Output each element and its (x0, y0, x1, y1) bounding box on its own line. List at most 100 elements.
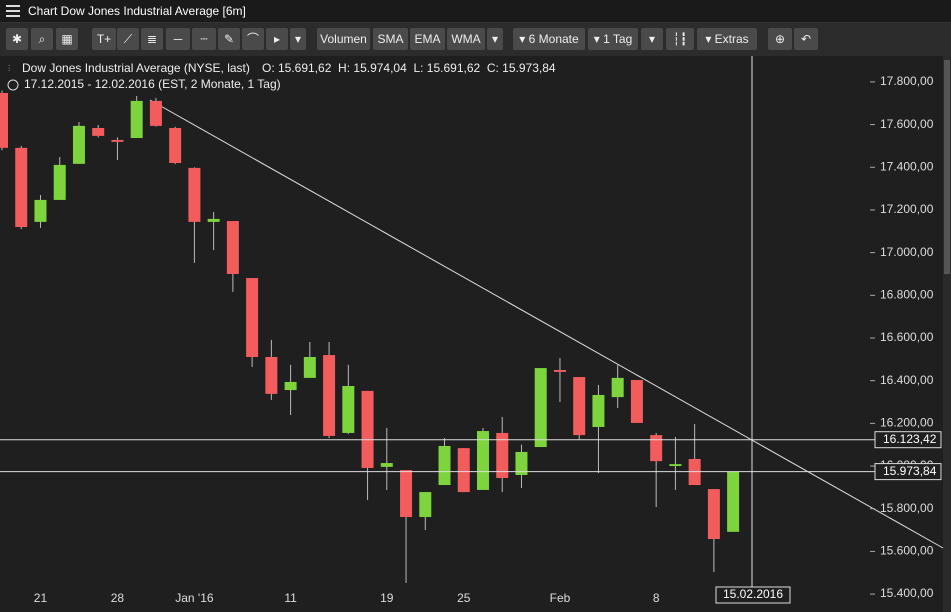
candle-body (0, 92, 8, 148)
y-tick-label: 15.800,00 (880, 501, 934, 515)
x-tick-label: Feb (550, 591, 571, 605)
zoom-button[interactable]: ⊕ (768, 28, 792, 50)
x-tick-label: 8 (653, 591, 660, 605)
line-tool[interactable]: ⟋ (117, 28, 139, 50)
interval: 1 Tag (603, 32, 633, 46)
ray-tool[interactable]: ┄ (192, 28, 216, 50)
y-tick-label: 17.600,00 (880, 117, 934, 131)
y-tick-label: 16.600,00 (880, 330, 934, 344)
candle-body (419, 492, 432, 518)
text-tool[interactable]: T+ (92, 28, 116, 50)
candle-body (149, 100, 162, 126)
candle-body (573, 377, 586, 436)
price-label: 16.123,42 (883, 432, 937, 446)
search-button[interactable]: ⌕ (31, 28, 53, 50)
y-tick-label: 16.800,00 (880, 287, 934, 301)
candle-body (265, 356, 278, 394)
candle-body (669, 464, 682, 467)
y-tick-label: 17.000,00 (880, 245, 934, 259)
candle-body (72, 125, 85, 164)
hline-tool[interactable]: ─ (166, 28, 190, 50)
candle-body (650, 435, 663, 462)
candle-body (303, 356, 316, 378)
candle-body (188, 167, 201, 222)
chart-type-button[interactable]: ┆┇ (666, 28, 694, 50)
y-tick-label: 16.400,00 (880, 373, 934, 387)
scroll-thumb[interactable] (944, 60, 950, 274)
y-tick-label: 17.400,00 (880, 159, 934, 173)
toolbar: ✱ ⌕ ▦ T+ ⟋ ≣ ─ ┄ ✎ ⌒ ▸ ▾ Volumen SMA EMA… (0, 23, 951, 56)
candle-body (457, 448, 470, 493)
candle-body (496, 432, 509, 478)
candle-body (130, 100, 143, 139)
fib-tool[interactable]: ≣ (141, 28, 163, 50)
candle-body (246, 278, 259, 357)
x-tick-label: 25 (457, 591, 471, 605)
wma-button[interactable]: WMA (447, 28, 485, 50)
menu-icon[interactable] (6, 5, 20, 17)
candle-body (342, 386, 355, 433)
clock-icon (7, 79, 19, 91)
dropdown[interactable]: ▾ (641, 28, 663, 50)
candle-body (15, 147, 28, 228)
candle-body (592, 394, 605, 427)
candle-body (611, 377, 624, 398)
pen-tool[interactable]: ✎ (218, 28, 240, 50)
arc-tool[interactable]: ⌒ (242, 28, 264, 50)
grid-button[interactable]: ▦ (56, 28, 78, 50)
candle-body (323, 355, 336, 436)
x-tick-label: 19 (380, 591, 394, 605)
candle-body (169, 127, 182, 163)
y-tick-label: 15.400,00 (880, 586, 934, 600)
trend-line[interactable] (149, 99, 944, 549)
dropdown[interactable]: ▾ (290, 28, 306, 50)
candle-body (400, 470, 413, 518)
candle-body (477, 431, 489, 490)
period-select[interactable]: ▾ 6 Monate (513, 28, 585, 50)
candle-body (515, 451, 528, 475)
cursor-tool[interactable]: ▸ (266, 28, 288, 50)
dropdown[interactable]: ▾ (487, 28, 503, 50)
period: 6 Monate (528, 32, 579, 46)
crosshair-date: 15.02.2016 (723, 587, 783, 601)
scrollbar[interactable] (943, 56, 951, 612)
candle-body (727, 471, 740, 532)
instrument: Dow Jones Industrial Average (NYSE, last… (22, 61, 250, 75)
candle-body (707, 489, 720, 540)
candle-body (207, 218, 220, 222)
date-label-box (715, 586, 791, 604)
undo-button[interactable]: ↶ (794, 28, 818, 50)
price-label: 15.973,84 (883, 464, 937, 478)
volume-button[interactable]: Volumen (317, 28, 370, 50)
candle-body (380, 463, 393, 467)
y-tick-label: 17.800,00 (880, 74, 934, 88)
ohlc: O: 15.691,62 H: 15.974,04 L: 15.691,62 C… (262, 61, 556, 75)
candle-body (534, 368, 547, 448)
candle-body (92, 127, 105, 136)
interval-select[interactable]: ▾ 1 Tag (588, 28, 638, 50)
x-tick-label: Jan '16 (175, 591, 214, 605)
candle-body (226, 221, 239, 274)
y-tick-label: 16.200,00 (880, 416, 934, 430)
candle-body (438, 445, 451, 486)
settings-button[interactable]: ✱ (6, 28, 28, 50)
sma-button[interactable]: SMA (373, 28, 408, 50)
candle-body (361, 390, 374, 468)
price-label-box (874, 463, 942, 481)
bars-icon: ⫶ (8, 63, 10, 73)
candle-body (630, 380, 643, 423)
ema-button[interactable]: EMA (410, 28, 445, 50)
x-tick-label: 21 (34, 591, 48, 605)
title-bar: Chart Dow Jones Industrial Average [6m] (0, 0, 951, 23)
candle-body (53, 164, 66, 200)
y-axis-area (870, 56, 951, 612)
extras-select[interactable]: ▾ Extras (697, 28, 757, 50)
chart: ⫶ Dow Jones Industrial Average (NYSE, la… (0, 56, 951, 612)
x-tick-label: 11 (284, 591, 297, 605)
candle-body (553, 369, 566, 372)
window-title: Chart Dow Jones Industrial Average [6m] (28, 4, 246, 18)
date-range: 17.12.2015 - 12.02.2016 (EST, 2 Monate, … (24, 77, 281, 91)
y-tick-label: 15.600,00 (880, 544, 934, 558)
candle-body (284, 381, 297, 391)
